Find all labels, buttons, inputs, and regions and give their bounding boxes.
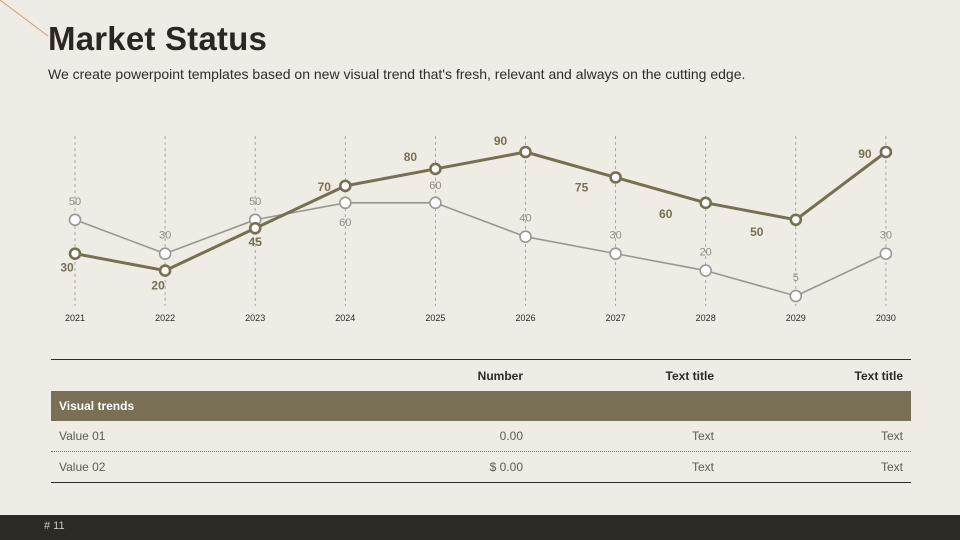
data-label: 50 bbox=[750, 225, 764, 239]
data-point bbox=[879, 247, 893, 260]
data-label: 30 bbox=[60, 261, 74, 275]
data-point bbox=[429, 162, 442, 176]
data-point bbox=[789, 289, 803, 303]
data-label: 50 bbox=[69, 196, 81, 208]
table-row: Value 01 0.00 Text Text bbox=[51, 421, 911, 451]
data-table: Number Text title Text title Visual tren… bbox=[51, 359, 911, 483]
table-header-text-title: Text title bbox=[854, 368, 903, 383]
data-point bbox=[338, 196, 352, 210]
page-title: Market Status bbox=[48, 20, 268, 57]
data-point bbox=[519, 230, 532, 244]
page-number: # 11 bbox=[44, 520, 65, 532]
data-point bbox=[429, 196, 442, 210]
table-cell: Value 02 bbox=[59, 460, 106, 474]
table-row: Value 02 $ 0.00 Text Text bbox=[51, 451, 911, 482]
data-point bbox=[879, 145, 893, 159]
data-point bbox=[609, 171, 622, 184]
x-tick-label: 2029 bbox=[786, 313, 806, 323]
x-tick-label: 2026 bbox=[515, 313, 535, 323]
x-tick-label: 2021 bbox=[65, 313, 85, 323]
data-label: 90 bbox=[858, 147, 872, 161]
data-label: 60 bbox=[339, 217, 351, 229]
data-label: 30 bbox=[159, 230, 171, 242]
data-label: 20 bbox=[700, 247, 712, 259]
table-cell: 0.00 bbox=[499, 429, 523, 443]
x-tick-label: 2027 bbox=[606, 313, 626, 323]
data-label: 40 bbox=[519, 213, 531, 225]
data-point bbox=[609, 247, 622, 260]
x-tick-label: 2024 bbox=[335, 313, 355, 323]
data-label: 60 bbox=[429, 180, 441, 192]
data-point bbox=[158, 247, 172, 260]
data-point bbox=[248, 221, 262, 235]
table-cell: Text bbox=[691, 429, 714, 443]
data-label: 90 bbox=[494, 134, 508, 148]
footer-bar: # 11 bbox=[0, 515, 960, 540]
data-label: 30 bbox=[609, 230, 621, 242]
data-label: 60 bbox=[659, 207, 673, 221]
table-header-text-title: Text title bbox=[665, 368, 714, 383]
data-label: 5 bbox=[793, 272, 799, 284]
data-label: 45 bbox=[249, 235, 263, 249]
data-point bbox=[68, 247, 82, 260]
table-cell: Text bbox=[880, 429, 903, 443]
x-tick-label: 2025 bbox=[425, 313, 445, 323]
x-tick-label: 2028 bbox=[696, 313, 716, 323]
data-point bbox=[68, 213, 82, 227]
x-tick-label: 2030 bbox=[876, 313, 896, 323]
market-line-chart: 2021 2022 2023 2024 2025 2026 2027 2028 2029 2030… bbox=[60, 134, 896, 323]
data-label: 20 bbox=[151, 279, 165, 293]
table-cell: Text bbox=[880, 460, 903, 474]
table-band-row: Visual trends bbox=[51, 391, 911, 421]
data-label: 75 bbox=[575, 180, 589, 194]
table-header-row: Number Text title Text title bbox=[51, 360, 911, 391]
x-tick-label: 2023 bbox=[245, 313, 265, 323]
band-label: Visual trends bbox=[59, 399, 135, 413]
data-label: 80 bbox=[404, 150, 418, 164]
data-label: 50 bbox=[249, 196, 261, 208]
data-point bbox=[699, 196, 713, 210]
data-point bbox=[158, 264, 172, 277]
x-tick-label: 2022 bbox=[155, 313, 175, 323]
data-label: 30 bbox=[880, 230, 892, 242]
table-cell: $ 0.00 bbox=[489, 460, 523, 474]
data-point bbox=[699, 264, 713, 277]
data-point bbox=[789, 213, 803, 227]
data-point bbox=[338, 179, 352, 193]
data-point bbox=[519, 145, 532, 159]
table-header-number: Number bbox=[477, 368, 523, 383]
table-cell: Text bbox=[691, 460, 714, 474]
series-line-secondary bbox=[74, 202, 887, 297]
series-line-primary bbox=[74, 150, 887, 273]
page-subtitle: We create powerpoint templates based on … bbox=[48, 66, 746, 82]
data-label: 70 bbox=[318, 180, 332, 194]
table-cell: Value 01 bbox=[59, 429, 106, 443]
